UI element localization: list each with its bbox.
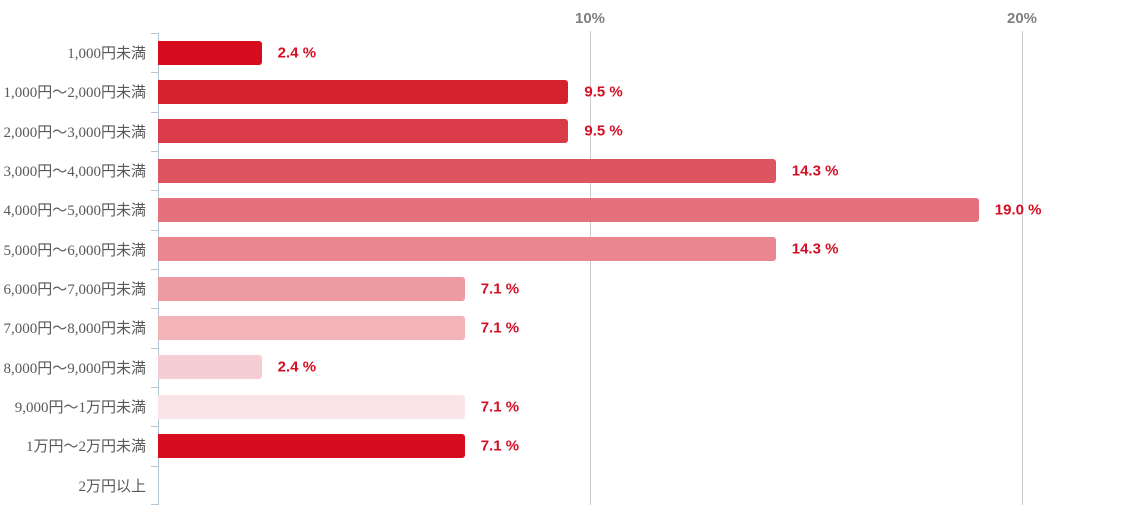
x-tick-label-20: 20% xyxy=(1006,10,1038,27)
category-label: 9,000円〜1万円未満 xyxy=(14,400,146,417)
category-label: 1,000円〜2,000円未満 xyxy=(3,85,146,102)
chart-row: 8,000円〜9,000円未満 2.4 % xyxy=(0,348,1124,387)
gridline-10 xyxy=(590,31,591,505)
bar-area: 7.1 % xyxy=(158,387,1124,426)
category-label: 4,000円〜5,000円未満 xyxy=(3,203,146,220)
bar-area: 7.1 % xyxy=(158,426,1124,465)
bar-area: 9.5 % xyxy=(158,112,1124,151)
bar xyxy=(158,276,465,301)
bar-value-label: 7.1 % xyxy=(480,319,520,337)
bar xyxy=(158,40,262,65)
axis-tick xyxy=(151,190,158,192)
bar-value-label: 14.3 % xyxy=(791,162,839,180)
axis-tick xyxy=(151,111,158,113)
axis-tick xyxy=(151,150,158,152)
bar-value-label: 2.4 % xyxy=(277,44,317,62)
category-axis-line xyxy=(151,33,159,505)
axis-tick xyxy=(151,229,158,231)
chart-rows: 1,000円未満 2.4 % 1,000円〜2,000円未満 9.5 % 2,000円〜… xyxy=(0,33,1124,505)
bar-area: 19.0 % xyxy=(158,190,1124,229)
bar xyxy=(158,394,465,419)
bar-value-label: 19.0 % xyxy=(994,201,1042,219)
bar xyxy=(158,433,465,458)
bar-area: 14.3 % xyxy=(158,230,1124,269)
bar-area: 2.4 % xyxy=(158,33,1124,72)
chart-row: 2万円以上 xyxy=(0,466,1124,505)
category-label: 6,000円〜7,000円未満 xyxy=(3,282,146,299)
chart-row: 4,000円〜5,000円未満 19.0 % xyxy=(0,190,1124,229)
category-label: 2万円以上 xyxy=(78,478,146,495)
chart-row: 6,000円〜7,000円未満 7.1 % xyxy=(0,269,1124,308)
bar xyxy=(158,79,569,104)
bar xyxy=(158,197,979,222)
category-label: 5,000円〜6,000円未満 xyxy=(3,242,146,259)
category-label: 2,000円〜3,000円未満 xyxy=(3,124,146,141)
axis-tick xyxy=(151,268,158,270)
bar-value-label: 14.3 % xyxy=(791,240,839,258)
bar-value-label: 7.1 % xyxy=(480,280,520,298)
bar-value-label: 7.1 % xyxy=(480,398,520,416)
bar-area: 7.1 % xyxy=(158,269,1124,308)
axis-tick xyxy=(151,504,158,505)
chart-row: 1,000円未満 2.4 % xyxy=(0,33,1124,72)
chart-row: 9,000円〜1万円未満 7.1 % xyxy=(0,387,1124,426)
chart-row: 5,000円〜6,000円未満 14.3 % xyxy=(0,230,1124,269)
chart-row: 3,000円〜4,000円未満 14.3 % xyxy=(0,151,1124,190)
axis-tick xyxy=(151,386,158,388)
category-label: 3,000円〜4,000円未満 xyxy=(3,164,146,181)
chart-row: 2,000円〜3,000円未満 9.5 % xyxy=(0,112,1124,151)
axis-tick xyxy=(151,308,158,310)
bar-area: 7.1 % xyxy=(158,308,1124,347)
bar xyxy=(158,237,776,262)
x-tick-label-10: 10% xyxy=(574,10,606,27)
category-label: 7,000円〜8,000円未満 xyxy=(3,321,146,338)
axis-tick xyxy=(151,465,158,467)
axis-tick xyxy=(151,347,158,349)
axis-tick xyxy=(151,33,158,34)
chart-row: 1万円〜2万円未満 7.1 % xyxy=(0,426,1124,465)
chart-row: 7,000円〜8,000円未満 7.1 % xyxy=(0,308,1124,347)
bar-area: 14.3 % xyxy=(158,151,1124,190)
bar-value-label: 9.5 % xyxy=(584,122,623,140)
bar xyxy=(158,315,465,340)
bar-area xyxy=(158,466,1124,505)
bar xyxy=(158,158,776,183)
bar xyxy=(158,355,262,380)
gridline-20 xyxy=(1022,31,1023,505)
category-label: 1,000円未満 xyxy=(67,46,146,63)
category-label: 8,000円〜9,000円未満 xyxy=(3,360,146,377)
bar-value-label: 7.1 % xyxy=(480,437,520,455)
axis-tick xyxy=(151,426,158,428)
bar-value-label: 2.4 % xyxy=(277,358,317,376)
bar-area: 2.4 % xyxy=(158,348,1124,387)
bar xyxy=(158,119,569,144)
bar-area: 9.5 % xyxy=(158,72,1124,111)
chart-row: 1,000円〜2,000円未満 9.5 % xyxy=(0,72,1124,111)
axis-tick xyxy=(151,72,158,74)
category-label: 1万円〜2万円未満 xyxy=(25,439,146,456)
bar-value-label: 9.5 % xyxy=(584,83,623,101)
